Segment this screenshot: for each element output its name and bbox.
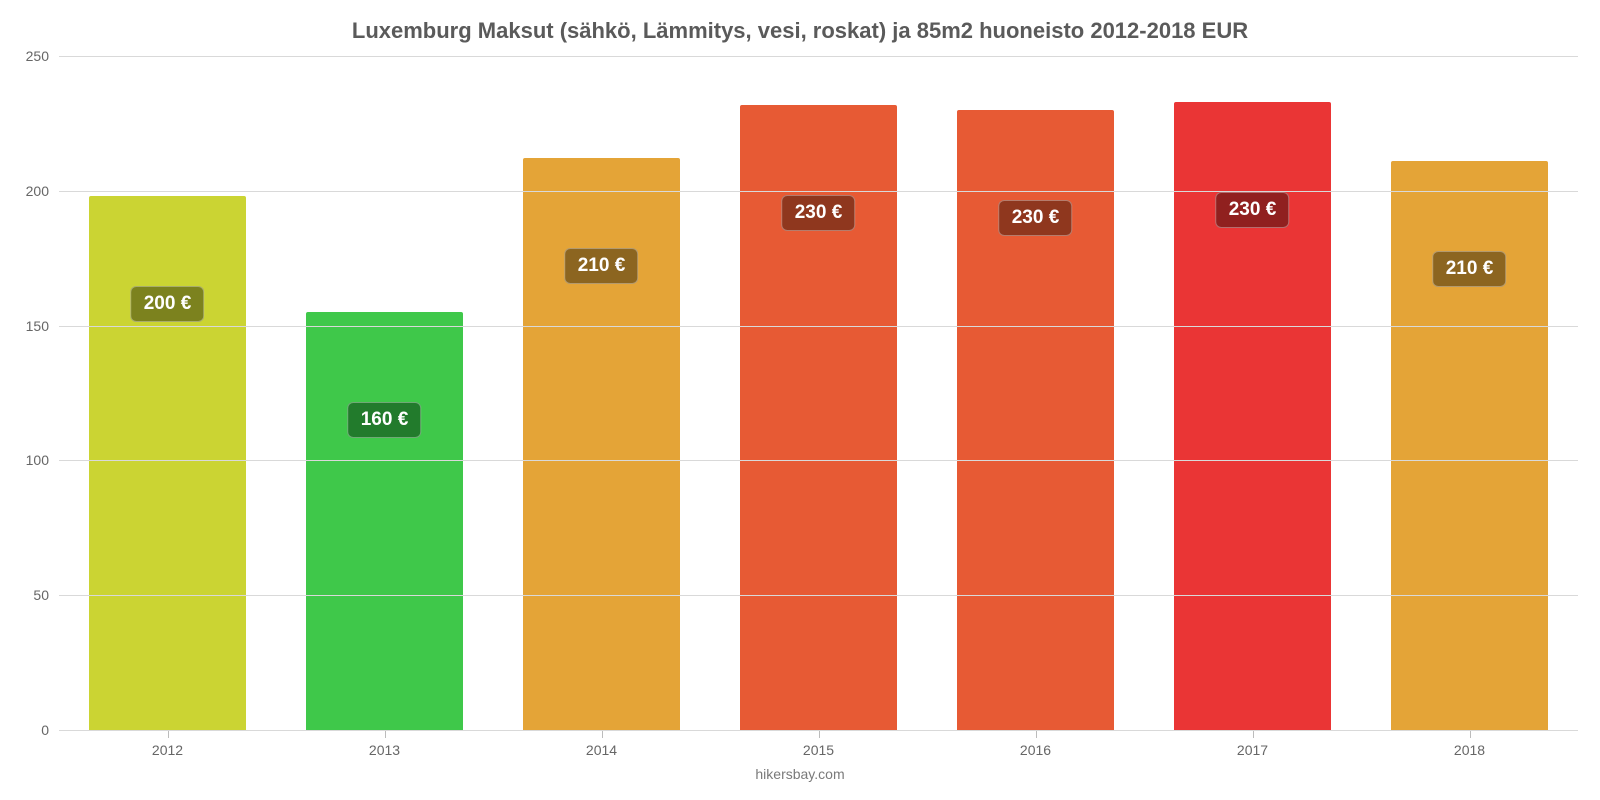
bar: 210 € bbox=[1391, 161, 1547, 730]
x-tick-label: 2012 bbox=[59, 730, 276, 758]
gridline bbox=[59, 191, 1578, 192]
attribution-text: hikersbay.com bbox=[0, 766, 1600, 782]
bar-value-label: 230 € bbox=[1216, 192, 1290, 228]
bar: 230 € bbox=[740, 105, 896, 730]
y-tick-label: 100 bbox=[26, 452, 59, 468]
bar-slot: 230 € bbox=[927, 56, 1144, 730]
gridline bbox=[59, 326, 1578, 327]
bar: 210 € bbox=[523, 158, 679, 730]
x-tick-label: 2017 bbox=[1144, 730, 1361, 758]
bar-chart: Luxemburg Maksut (sähkö, Lämmitys, vesi,… bbox=[0, 0, 1600, 800]
bar: 230 € bbox=[1174, 102, 1330, 730]
bar: 160 € bbox=[306, 312, 462, 730]
plot-area: 200 €160 €210 €230 €230 €230 €210 € 2012… bbox=[58, 56, 1578, 730]
x-tick-label: 2015 bbox=[710, 730, 927, 758]
gridline bbox=[59, 595, 1578, 596]
gridline bbox=[59, 460, 1578, 461]
gridline bbox=[59, 56, 1578, 57]
bar: 230 € bbox=[957, 110, 1113, 730]
bar-value-label: 230 € bbox=[782, 195, 856, 231]
chart-title: Luxemburg Maksut (sähkö, Lämmitys, vesi,… bbox=[0, 0, 1600, 44]
bar-value-label: 160 € bbox=[348, 402, 422, 438]
bar: 200 € bbox=[89, 196, 245, 730]
gridline bbox=[59, 730, 1578, 731]
x-tick-label: 2016 bbox=[927, 730, 1144, 758]
y-tick-label: 250 bbox=[26, 48, 59, 64]
y-tick-label: 150 bbox=[26, 318, 59, 334]
bar-slot: 230 € bbox=[710, 56, 927, 730]
y-tick-label: 50 bbox=[33, 587, 59, 603]
x-tick-label: 2018 bbox=[1361, 730, 1578, 758]
y-tick-label: 200 bbox=[26, 183, 59, 199]
bar-slot: 200 € bbox=[59, 56, 276, 730]
x-tick-label: 2014 bbox=[493, 730, 710, 758]
bar-value-label: 210 € bbox=[1433, 251, 1507, 287]
bar-slot: 230 € bbox=[1144, 56, 1361, 730]
bar-value-label: 210 € bbox=[565, 248, 639, 284]
bar-slot: 210 € bbox=[493, 56, 710, 730]
bar-value-label: 230 € bbox=[999, 200, 1073, 236]
bars-row: 200 € 160 € 210 € 230 € 230 € 230 € 210 € bbox=[59, 56, 1578, 730]
x-axis: 2012201320142015201620172018 bbox=[59, 730, 1578, 758]
x-tick-label: 2013 bbox=[276, 730, 493, 758]
bar-slot: 210 € bbox=[1361, 56, 1578, 730]
bar-slot: 160 € bbox=[276, 56, 493, 730]
bar-value-label: 200 € bbox=[131, 286, 205, 322]
y-tick-label: 0 bbox=[41, 722, 59, 738]
